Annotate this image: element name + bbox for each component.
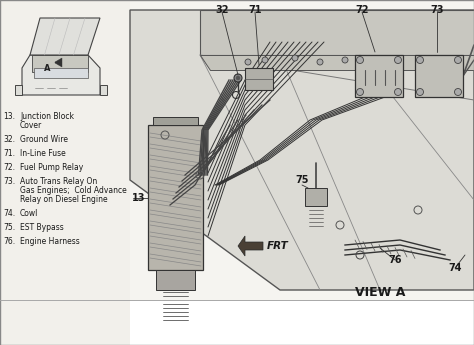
Circle shape xyxy=(455,57,462,63)
Polygon shape xyxy=(22,55,100,95)
Polygon shape xyxy=(0,0,130,345)
Polygon shape xyxy=(100,85,107,95)
Text: 76: 76 xyxy=(388,255,402,265)
Polygon shape xyxy=(130,0,474,300)
Text: FRT: FRT xyxy=(267,241,289,251)
Polygon shape xyxy=(0,300,474,345)
Text: 72.: 72. xyxy=(3,163,15,172)
Text: 32: 32 xyxy=(215,5,229,15)
Text: Engine Harness: Engine Harness xyxy=(20,237,80,246)
Text: Ground Wire: Ground Wire xyxy=(20,135,68,144)
Polygon shape xyxy=(34,68,88,78)
Polygon shape xyxy=(245,68,273,90)
Polygon shape xyxy=(156,270,195,290)
Text: In-Line Fuse: In-Line Fuse xyxy=(20,149,66,158)
Polygon shape xyxy=(200,10,474,55)
Polygon shape xyxy=(15,85,22,95)
Text: Cowl: Cowl xyxy=(20,209,38,218)
Circle shape xyxy=(417,89,423,96)
Circle shape xyxy=(455,89,462,96)
Text: EST Bypass: EST Bypass xyxy=(20,223,64,232)
Text: 13: 13 xyxy=(132,193,146,203)
Text: 74.: 74. xyxy=(3,209,15,218)
Text: Fuel Pump Relay: Fuel Pump Relay xyxy=(20,163,83,172)
Text: 32.: 32. xyxy=(3,135,15,144)
Polygon shape xyxy=(130,10,474,290)
Polygon shape xyxy=(305,188,327,206)
Text: 13.: 13. xyxy=(3,112,15,121)
Polygon shape xyxy=(148,125,203,270)
Text: Junction Block: Junction Block xyxy=(20,112,74,121)
Text: 73.: 73. xyxy=(3,177,15,186)
Polygon shape xyxy=(153,117,198,125)
Circle shape xyxy=(394,57,401,63)
Circle shape xyxy=(356,89,364,96)
Circle shape xyxy=(234,74,242,82)
Polygon shape xyxy=(200,55,474,70)
Circle shape xyxy=(317,59,323,65)
Text: 76.: 76. xyxy=(3,237,15,246)
Text: Relay on Diesel Engine: Relay on Diesel Engine xyxy=(20,195,108,204)
Circle shape xyxy=(236,76,240,80)
Polygon shape xyxy=(355,55,403,97)
Polygon shape xyxy=(238,236,263,256)
Text: 73: 73 xyxy=(430,5,444,15)
Polygon shape xyxy=(55,58,62,67)
Circle shape xyxy=(417,57,423,63)
Circle shape xyxy=(292,55,298,61)
Circle shape xyxy=(356,57,364,63)
Text: Auto Trans Relay On: Auto Trans Relay On xyxy=(20,177,97,186)
Text: Cover: Cover xyxy=(20,121,42,130)
Text: Gas Engines;  Cold Advance: Gas Engines; Cold Advance xyxy=(20,186,127,195)
Text: 74: 74 xyxy=(448,263,462,273)
Text: 71.: 71. xyxy=(3,149,15,158)
Text: 75: 75 xyxy=(295,175,309,185)
Circle shape xyxy=(262,57,268,63)
Text: 71: 71 xyxy=(248,5,262,15)
Polygon shape xyxy=(415,55,463,97)
Text: 72: 72 xyxy=(355,5,369,15)
Polygon shape xyxy=(32,55,88,72)
Polygon shape xyxy=(30,18,100,55)
Circle shape xyxy=(342,57,348,63)
Text: 75.: 75. xyxy=(3,223,15,232)
Text: VIEW A: VIEW A xyxy=(355,286,405,298)
Circle shape xyxy=(394,89,401,96)
Circle shape xyxy=(245,59,251,65)
Text: A: A xyxy=(44,63,50,72)
